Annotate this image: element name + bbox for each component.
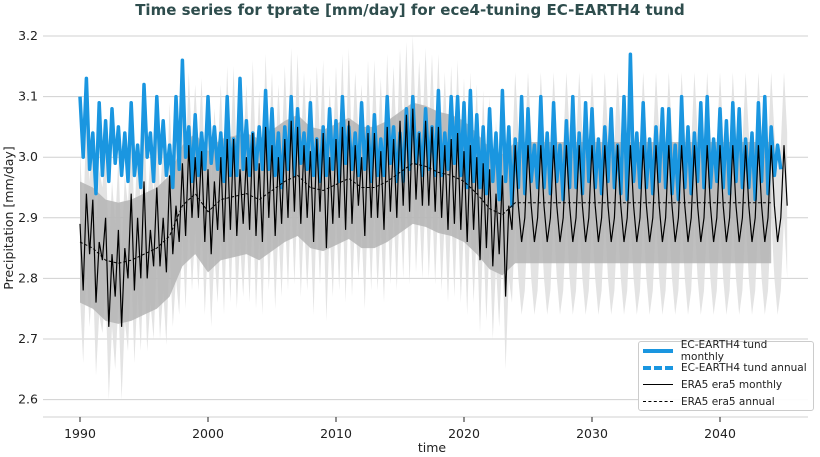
y-tick-label: 2.7 bbox=[18, 331, 38, 346]
legend-label: EC-EARTH4 tund monthly bbox=[680, 338, 768, 363]
y-tick-label: 2.8 bbox=[18, 270, 38, 285]
legend-item-era5-monthly: ERA5 era5 monthly bbox=[639, 376, 813, 393]
legend-swatch bbox=[643, 348, 673, 353]
model-monthly-line bbox=[78, 52, 783, 208]
y-tick-label: 3.2 bbox=[18, 28, 38, 43]
era5-annual-line bbox=[79, 162, 772, 264]
legend-swatch bbox=[643, 384, 673, 385]
y-tick-label: 2.6 bbox=[18, 392, 38, 407]
y-tick-label: 3.0 bbox=[18, 149, 38, 164]
legend-label: ERA5 era5 annual bbox=[681, 395, 775, 408]
legend: EC-EARTH4 tund monthly EC-EARTH4 tund an… bbox=[638, 339, 814, 411]
x-tick-label: 2020 bbox=[448, 426, 480, 441]
x-tick-label: 2000 bbox=[192, 426, 224, 441]
x-tick-label: 1990 bbox=[64, 426, 96, 441]
legend-swatch bbox=[643, 401, 673, 402]
era5-monthly-line bbox=[79, 108, 788, 327]
x-tick-label: 2040 bbox=[704, 426, 736, 441]
x-axis-label: time bbox=[418, 440, 447, 455]
legend-swatch bbox=[643, 365, 673, 370]
y-tick-label: 3.1 bbox=[18, 89, 38, 104]
legend-label: ERA5 era5 monthly bbox=[681, 378, 783, 391]
legend-item-model-monthly: EC-EARTH4 tund monthly bbox=[639, 339, 813, 363]
x-tick-label: 2010 bbox=[320, 426, 352, 441]
legend-label: EC-EARTH4 tund annual bbox=[681, 361, 807, 374]
y-axis-label: Precipitation [mm/day] bbox=[1, 146, 16, 289]
x-tick-label: 2030 bbox=[576, 426, 608, 441]
legend-item-era5-annual: ERA5 era5 annual bbox=[639, 393, 813, 410]
y-tick-label: 2.9 bbox=[18, 210, 38, 225]
chart-title: Time series for tprate [mm/day] for ece4… bbox=[135, 1, 685, 19]
legend-item-model-annual: EC-EARTH4 tund annual bbox=[639, 359, 813, 376]
